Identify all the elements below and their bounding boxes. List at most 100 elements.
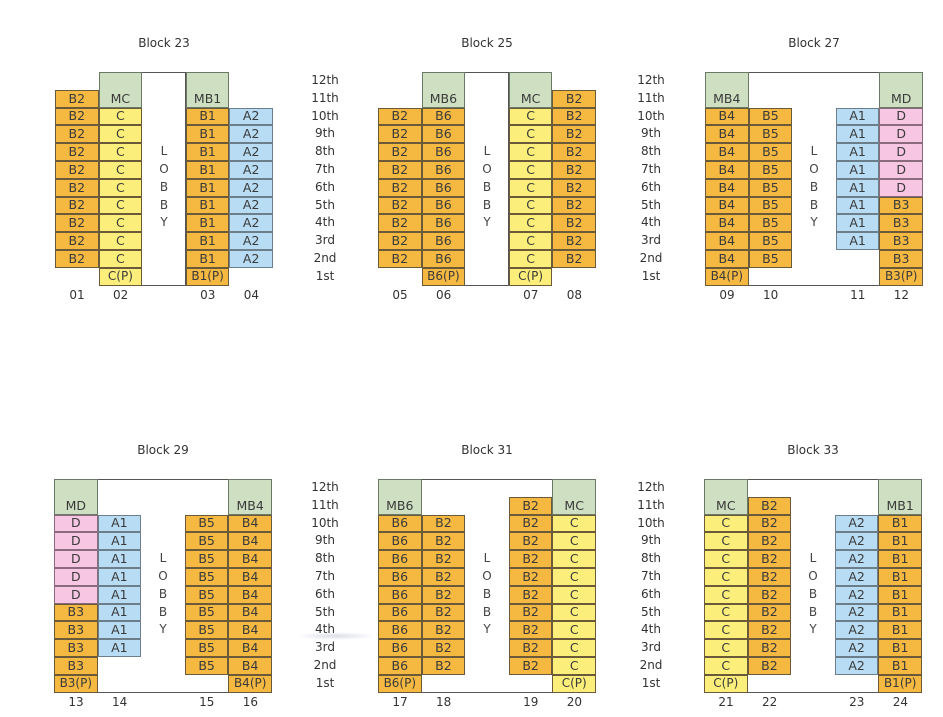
unit-cell[interactable]: B5 xyxy=(748,250,793,268)
unit-cell[interactable]: C xyxy=(508,161,553,179)
unit-cell[interactable]: C(P) xyxy=(704,674,748,693)
unit-cell[interactable]: B5 xyxy=(748,196,793,215)
unit-cell[interactable]: B2 xyxy=(421,568,466,586)
unit-cell[interactable]: C xyxy=(508,214,553,233)
unit-cell[interactable]: B5 xyxy=(184,514,229,533)
unit-cell[interactable]: B3(P) xyxy=(54,674,98,693)
unit-cell[interactable]: A1 xyxy=(97,532,142,551)
unit-cell[interactable]: A2 xyxy=(834,550,879,568)
unit-cell[interactable]: B5 xyxy=(184,657,229,675)
unit-cell[interactable]: B6 xyxy=(378,568,422,586)
unit-cell[interactable]: B1 xyxy=(185,250,230,268)
unit-cell[interactable]: D xyxy=(879,143,923,161)
unit-cell[interactable]: B2 xyxy=(55,161,99,179)
unit-cell[interactable]: D xyxy=(54,532,98,551)
unit-cell[interactable]: B4 xyxy=(228,550,272,568)
unit-cell[interactable]: B2 xyxy=(421,532,466,551)
unit-cell[interactable]: A1 xyxy=(835,196,880,215)
unit-cell[interactable]: B6 xyxy=(421,143,466,161)
unit-cell[interactable]: B2 xyxy=(552,89,596,108)
unit-cell[interactable]: B4 xyxy=(228,568,272,586)
unit-cell[interactable]: C xyxy=(98,232,143,250)
unit-cell[interactable]: B1 xyxy=(878,550,922,568)
unit-cell[interactable]: B5 xyxy=(184,621,229,640)
unit-cell[interactable]: B6 xyxy=(378,639,422,657)
unit-cell[interactable]: B2 xyxy=(747,639,792,657)
unit-cell[interactable]: B2 xyxy=(421,514,466,533)
unit-cell[interactable]: B4 xyxy=(705,178,749,197)
unit-cell[interactable]: B1 xyxy=(185,125,230,144)
unit-cell[interactable]: B1 xyxy=(185,232,230,250)
unit-cell[interactable]: D xyxy=(54,550,98,568)
unit-cell[interactable]: B1 xyxy=(185,178,230,197)
unit-cell[interactable]: B2 xyxy=(747,532,792,551)
unit-cell[interactable]: A1 xyxy=(835,161,880,179)
unit-cell[interactable]: B2 xyxy=(552,125,596,144)
unit-cell[interactable]: B1 xyxy=(185,161,230,179)
unit-cell[interactable]: B2 xyxy=(55,107,99,126)
unit-cell[interactable]: B2 xyxy=(378,178,422,197)
unit-cell[interactable]: B4 xyxy=(228,639,272,657)
unit-cell[interactable]: B2 xyxy=(421,657,466,675)
unit-cell[interactable]: B6 xyxy=(421,125,466,144)
unit-cell[interactable]: B2 xyxy=(378,161,422,179)
unit-cell[interactable]: C xyxy=(552,585,596,604)
unit-cell[interactable]: A1 xyxy=(835,107,880,126)
unit-cell[interactable]: B4 xyxy=(705,214,749,233)
unit-cell[interactable]: C xyxy=(508,143,553,161)
unit-cell[interactable]: MD xyxy=(54,479,98,515)
unit-cell[interactable]: B2 xyxy=(747,621,792,640)
unit-cell[interactable]: B6 xyxy=(378,550,422,568)
unit-cell[interactable]: C xyxy=(98,250,143,268)
unit-cell[interactable]: B2 xyxy=(508,639,553,657)
unit-cell[interactable]: B4 xyxy=(705,196,749,215)
unit-cell[interactable]: B2 xyxy=(552,161,596,179)
unit-cell[interactable]: D xyxy=(54,585,98,604)
unit-cell[interactable]: A1 xyxy=(835,232,880,250)
unit-cell[interactable]: A2 xyxy=(229,250,273,268)
unit-cell[interactable]: B2 xyxy=(378,214,422,233)
unit-cell[interactable]: B6 xyxy=(378,585,422,604)
unit-cell[interactable]: MD xyxy=(879,72,923,108)
unit-cell[interactable]: C xyxy=(98,196,143,215)
unit-cell[interactable]: B4 xyxy=(228,603,272,622)
unit-cell[interactable]: B1 xyxy=(185,196,230,215)
unit-cell[interactable]: B4 xyxy=(228,514,272,533)
unit-cell[interactable]: B6 xyxy=(421,161,466,179)
unit-cell[interactable]: B2 xyxy=(552,107,596,126)
unit-cell[interactable]: C xyxy=(508,196,553,215)
unit-cell[interactable]: B5 xyxy=(184,532,229,551)
unit-cell[interactable]: C xyxy=(508,107,553,126)
unit-cell[interactable]: A1 xyxy=(835,214,880,233)
unit-cell[interactable]: B5 xyxy=(748,125,793,144)
unit-cell[interactable]: A2 xyxy=(834,621,879,640)
unit-cell[interactable]: B2 xyxy=(378,107,422,126)
unit-cell[interactable]: B5 xyxy=(184,550,229,568)
unit-cell[interactable]: B5 xyxy=(184,585,229,604)
unit-cell[interactable]: B6 xyxy=(421,250,466,268)
unit-cell[interactable]: MC xyxy=(704,479,748,515)
unit-cell[interactable]: B4 xyxy=(228,585,272,604)
unit-cell[interactable]: C xyxy=(552,657,596,675)
unit-cell[interactable]: C xyxy=(704,568,748,586)
unit-cell[interactable]: B2 xyxy=(508,532,553,551)
unit-cell[interactable]: B4 xyxy=(705,232,749,250)
unit-cell[interactable]: B5 xyxy=(748,178,793,197)
unit-cell[interactable]: B2 xyxy=(421,550,466,568)
unit-cell[interactable]: B1 xyxy=(878,514,922,533)
unit-cell[interactable]: B5 xyxy=(184,603,229,622)
unit-cell[interactable]: B4(P) xyxy=(705,267,749,286)
unit-cell[interactable]: B5 xyxy=(748,214,793,233)
unit-cell[interactable]: B1 xyxy=(185,214,230,233)
unit-cell[interactable]: B2 xyxy=(55,250,99,268)
unit-cell[interactable]: A2 xyxy=(834,639,879,657)
unit-cell[interactable]: C xyxy=(508,250,553,268)
unit-cell[interactable]: A1 xyxy=(97,639,142,657)
unit-cell[interactable]: B5 xyxy=(748,107,793,126)
unit-cell[interactable]: B5 xyxy=(184,639,229,657)
unit-cell[interactable]: A2 xyxy=(229,161,273,179)
unit-cell[interactable]: B4 xyxy=(228,657,272,675)
unit-cell[interactable]: C xyxy=(704,585,748,604)
unit-cell[interactable]: B2 xyxy=(378,143,422,161)
unit-cell[interactable]: A2 xyxy=(834,585,879,604)
